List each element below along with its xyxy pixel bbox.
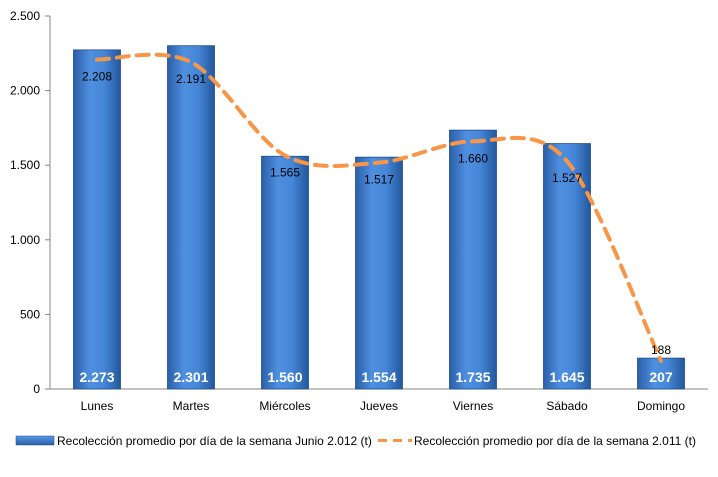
y-tick-label: 2.500 [10,9,40,23]
line-data-label: 2.191 [176,72,206,86]
bar-data-label: 1.645 [549,369,584,385]
x-tick-label: Lunes [81,399,114,413]
label-layer: 2.273 2.301 1.560 1.554 1.735 1.645 207 2.208 2.… [79,70,672,385]
x-tick-label: Sábado [546,399,588,413]
y-tick-label: 0 [33,382,40,396]
x-tick-label: Viernes [453,399,493,413]
line-data-label: 1.565 [270,166,300,180]
bar-data-label: 1.560 [267,369,302,385]
legend-label-bar: Recolección promedio por día de la seman… [57,434,372,448]
legend-swatch-bar [15,435,55,446]
bar [261,155,309,390]
legend-label-line: Recolección promedio por día de la seman… [414,434,696,448]
bar [449,129,497,390]
bar [167,45,215,390]
bar-data-label: 2.273 [79,369,114,385]
x-tick-label: Jueves [360,399,398,413]
line-data-label: 1.517 [364,173,394,187]
line-data-label: 1.660 [458,151,488,165]
x-tick-label: Miércoles [259,399,310,413]
bar-data-label: 1.735 [455,369,490,385]
x-tick-label: Domingo [637,399,685,413]
legend: Recolección promedio por día de la seman… [15,434,696,448]
bar-layer [73,45,685,390]
y-tick-label: 1.000 [10,233,40,247]
line-data-label: 188 [651,343,671,357]
y-tick-label: 1.500 [10,158,40,172]
line-data-label: 2.208 [82,70,112,84]
line-data-label: 1.527 [552,171,582,185]
axis-layer: 0 500 1.000 1.500 2.000 2.500 Lunes Martes Miérc… [10,9,708,413]
y-tick-label: 500 [20,307,40,321]
bar-data-label: 1.554 [361,369,396,385]
y-tick-label: 2.000 [10,84,40,98]
bar [355,156,403,390]
line-layer [95,52,663,363]
bar-data-label: 207 [649,369,673,385]
bar [73,49,121,390]
x-tick-label: Martes [173,399,210,413]
line-series-2011 [95,52,663,363]
bar-data-label: 2.301 [173,369,208,385]
